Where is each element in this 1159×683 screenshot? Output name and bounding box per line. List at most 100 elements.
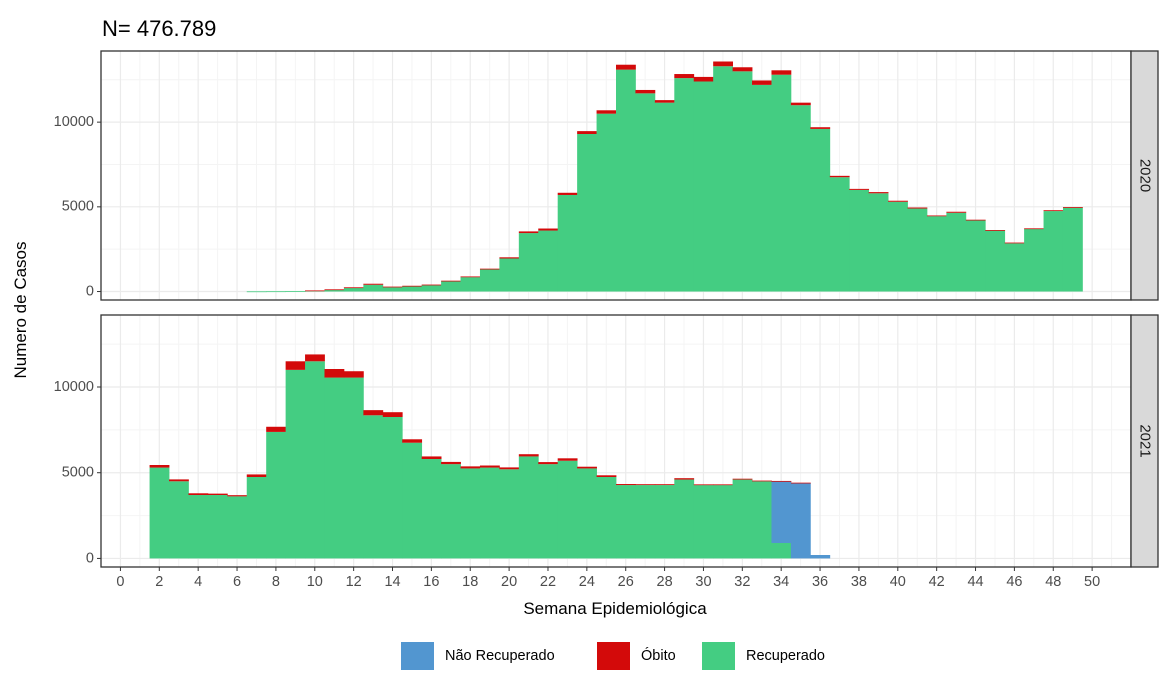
bar-obito bbox=[1043, 210, 1064, 212]
bar-obito bbox=[460, 276, 481, 278]
bar-obito bbox=[382, 412, 403, 417]
y-tick-label: 10000 bbox=[54, 114, 94, 130]
bar-obito bbox=[363, 410, 384, 416]
bar-obito bbox=[771, 70, 792, 75]
bar-recuperado bbox=[965, 220, 986, 292]
bar-recuperado bbox=[596, 113, 617, 292]
bar-obito bbox=[1024, 228, 1044, 230]
bar-obito bbox=[849, 188, 870, 190]
bar-obito bbox=[343, 287, 364, 289]
bar-recuperado bbox=[771, 74, 792, 292]
bar-obito bbox=[499, 467, 520, 470]
x-tick-label: 32 bbox=[734, 574, 750, 590]
bar-recuperado bbox=[324, 289, 345, 292]
y-axis-label: Numero de Casos bbox=[11, 241, 30, 378]
bar-obito bbox=[674, 478, 695, 480]
bar-recuperado bbox=[635, 93, 656, 292]
bar-recuperado bbox=[246, 477, 267, 559]
bar-recuperado bbox=[713, 485, 734, 559]
bar-recuperado bbox=[907, 208, 928, 292]
bar-recuperado bbox=[674, 78, 695, 292]
bar-nao_recuperado bbox=[810, 555, 831, 559]
y-tick-label: 0 bbox=[86, 550, 94, 566]
y-tick-label: 10000 bbox=[54, 379, 94, 395]
bar-recuperado bbox=[732, 479, 753, 559]
x-tick-label: 2 bbox=[155, 574, 163, 590]
bar-recuperado bbox=[985, 230, 1006, 292]
bar-recuperado bbox=[713, 66, 734, 292]
bar-obito bbox=[674, 74, 695, 79]
bar-recuperado bbox=[926, 216, 947, 292]
x-tick-label: 34 bbox=[773, 574, 789, 590]
bar-recuperado bbox=[421, 459, 442, 559]
legend-swatch-nao_recuperado bbox=[401, 642, 434, 670]
bar-obito bbox=[246, 474, 267, 477]
bar-obito bbox=[693, 76, 714, 82]
bar-obito bbox=[363, 283, 384, 285]
bar-recuperado bbox=[946, 212, 967, 292]
y-tick-label: 5000 bbox=[62, 199, 94, 215]
bar-obito bbox=[266, 426, 287, 432]
bar-obito bbox=[732, 67, 753, 72]
legend-swatch-recuperado bbox=[702, 642, 735, 670]
bar-obito bbox=[305, 290, 325, 292]
x-tick-label: 24 bbox=[579, 574, 595, 590]
bar-recuperado bbox=[577, 468, 597, 559]
x-tick-label: 6 bbox=[233, 574, 241, 590]
bar-recuperado bbox=[499, 258, 520, 292]
bar-recuperado bbox=[441, 281, 461, 292]
bar-obito bbox=[577, 466, 597, 469]
bar-obito bbox=[713, 484, 734, 486]
bar-recuperado bbox=[343, 377, 364, 559]
bar-recuperado bbox=[674, 479, 695, 559]
x-tick-label: 22 bbox=[540, 574, 556, 590]
bar-recuperado bbox=[479, 269, 500, 292]
bar-recuperado bbox=[868, 193, 889, 292]
x-tick-label: 10 bbox=[307, 574, 323, 590]
bar-recuperado bbox=[1062, 207, 1083, 292]
bar-obito bbox=[888, 200, 908, 202]
x-tick-label: 40 bbox=[890, 574, 906, 590]
facet-strip-label: 2020 bbox=[1137, 159, 1154, 192]
bar-recuperado bbox=[227, 496, 248, 559]
bar-obito bbox=[713, 61, 734, 67]
bar-recuperado bbox=[790, 105, 811, 292]
x-tick-label: 0 bbox=[116, 574, 124, 590]
bar-recuperado bbox=[616, 485, 636, 559]
bar-obito bbox=[596, 475, 617, 477]
x-tick-label: 8 bbox=[272, 574, 280, 590]
bar-recuperado bbox=[460, 277, 481, 292]
legend: Não Recuperado Óbito Recuperado bbox=[401, 642, 825, 670]
bar-nao_recuperado bbox=[790, 483, 811, 559]
bar-obito bbox=[479, 465, 500, 468]
bar-obito bbox=[829, 175, 850, 178]
bar-obito bbox=[926, 215, 947, 217]
bar-obito bbox=[421, 284, 442, 286]
bar-recuperado bbox=[421, 285, 442, 292]
x-tick-label: 42 bbox=[929, 574, 945, 590]
bar-obito bbox=[1062, 207, 1083, 208]
bar-obito bbox=[343, 371, 364, 378]
bar-recuperado bbox=[654, 485, 675, 559]
bar-obito bbox=[421, 456, 442, 459]
bar-obito bbox=[752, 80, 772, 85]
bar-recuperado bbox=[1004, 243, 1025, 292]
bar-recuperado bbox=[1043, 211, 1064, 292]
bar-recuperado bbox=[382, 417, 403, 559]
bar-recuperado bbox=[1024, 228, 1044, 292]
bar-recuperado bbox=[616, 69, 636, 292]
bar-recuperado bbox=[654, 102, 675, 292]
bar-obito bbox=[1004, 242, 1025, 244]
x-tick-label: 14 bbox=[384, 574, 400, 590]
x-tick-label: 44 bbox=[967, 574, 983, 590]
bar-obito bbox=[305, 354, 325, 362]
bar-obito bbox=[285, 361, 306, 370]
bar-recuperado bbox=[693, 485, 714, 559]
bar-obito bbox=[810, 127, 831, 129]
panel-2020: 2020 0 5000 10000 bbox=[54, 50, 1159, 301]
bar-obito bbox=[499, 257, 520, 259]
bar-obito bbox=[538, 462, 559, 465]
legend-label-recuperado: Recuperado bbox=[746, 648, 825, 664]
